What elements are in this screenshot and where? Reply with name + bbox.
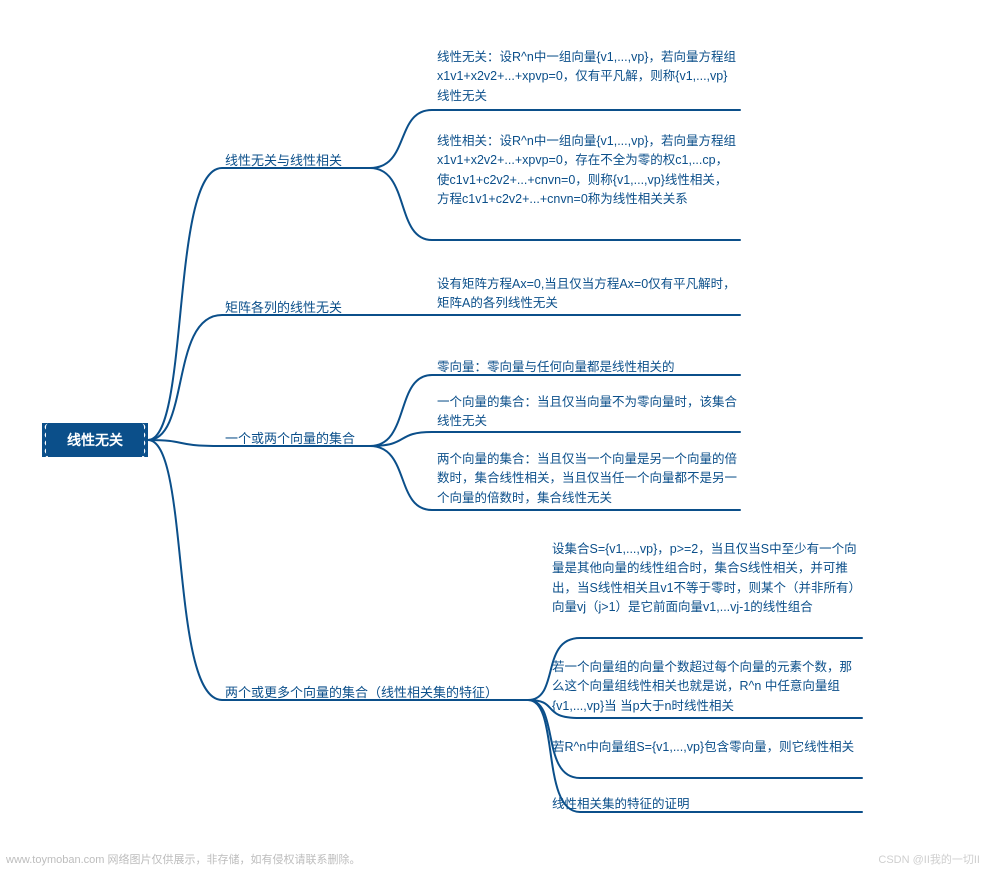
leaf-0-0: 线性无关：设R^n中一组向量{v1,...,vp}，若向量方程组x1v1+x2v… bbox=[437, 48, 737, 106]
branch-label-1[interactable]: 矩阵各列的线性无关 bbox=[225, 297, 342, 316]
branch-label-2[interactable]: 一个或两个向量的集合 bbox=[225, 428, 355, 447]
root-label: 线性无关 bbox=[67, 430, 123, 450]
leaf-3-2: 若R^n中向量组S={v1,...,vp}包含零向量，则它线性相关 bbox=[552, 738, 862, 757]
leaf-3-1: 若一个向量组的向量个数超过每个向量的元素个数，那么这个向量组线性相关也就是说，R… bbox=[552, 658, 862, 716]
watermark-right: CSDN @II我的一切II bbox=[878, 851, 980, 867]
leaf-3-3: 线性相关集的特征的证明 bbox=[552, 795, 862, 814]
leaf-3-0: 设集合S={v1,...,vp}，p>=2，当且仅当S中至少有一个向量是其他向量… bbox=[552, 540, 862, 618]
leaf-1-0: 设有矩阵方程Ax=0,当且仅当方程Ax=0仅有平凡解时，矩阵A的各列线性无关 bbox=[437, 275, 737, 314]
root-node[interactable]: 线性无关 bbox=[46, 423, 144, 457]
branch-label-0[interactable]: 线性无关与线性相关 bbox=[225, 150, 342, 169]
watermark-left: www.toymoban.com 网络图片仅供展示，非存储，如有侵权请联系删除。 bbox=[6, 851, 360, 867]
branch-label-3[interactable]: 两个或更多个向量的集合（线性相关集的特征） bbox=[225, 682, 498, 701]
leaf-2-1: 一个向量的集合：当且仅当向量不为零向量时，该集合线性无关 bbox=[437, 393, 737, 432]
leaf-2-2: 两个向量的集合：当且仅当一个向量是另一个向量的倍数时，集合线性相关，当且仅当任一… bbox=[437, 450, 737, 508]
leaf-2-0: 零向量：零向量与任何向量都是线性相关的 bbox=[437, 358, 737, 377]
leaf-0-1: 线性相关：设R^n中一组向量{v1,...,vp}，若向量方程组x1v1+x2v… bbox=[437, 132, 737, 210]
